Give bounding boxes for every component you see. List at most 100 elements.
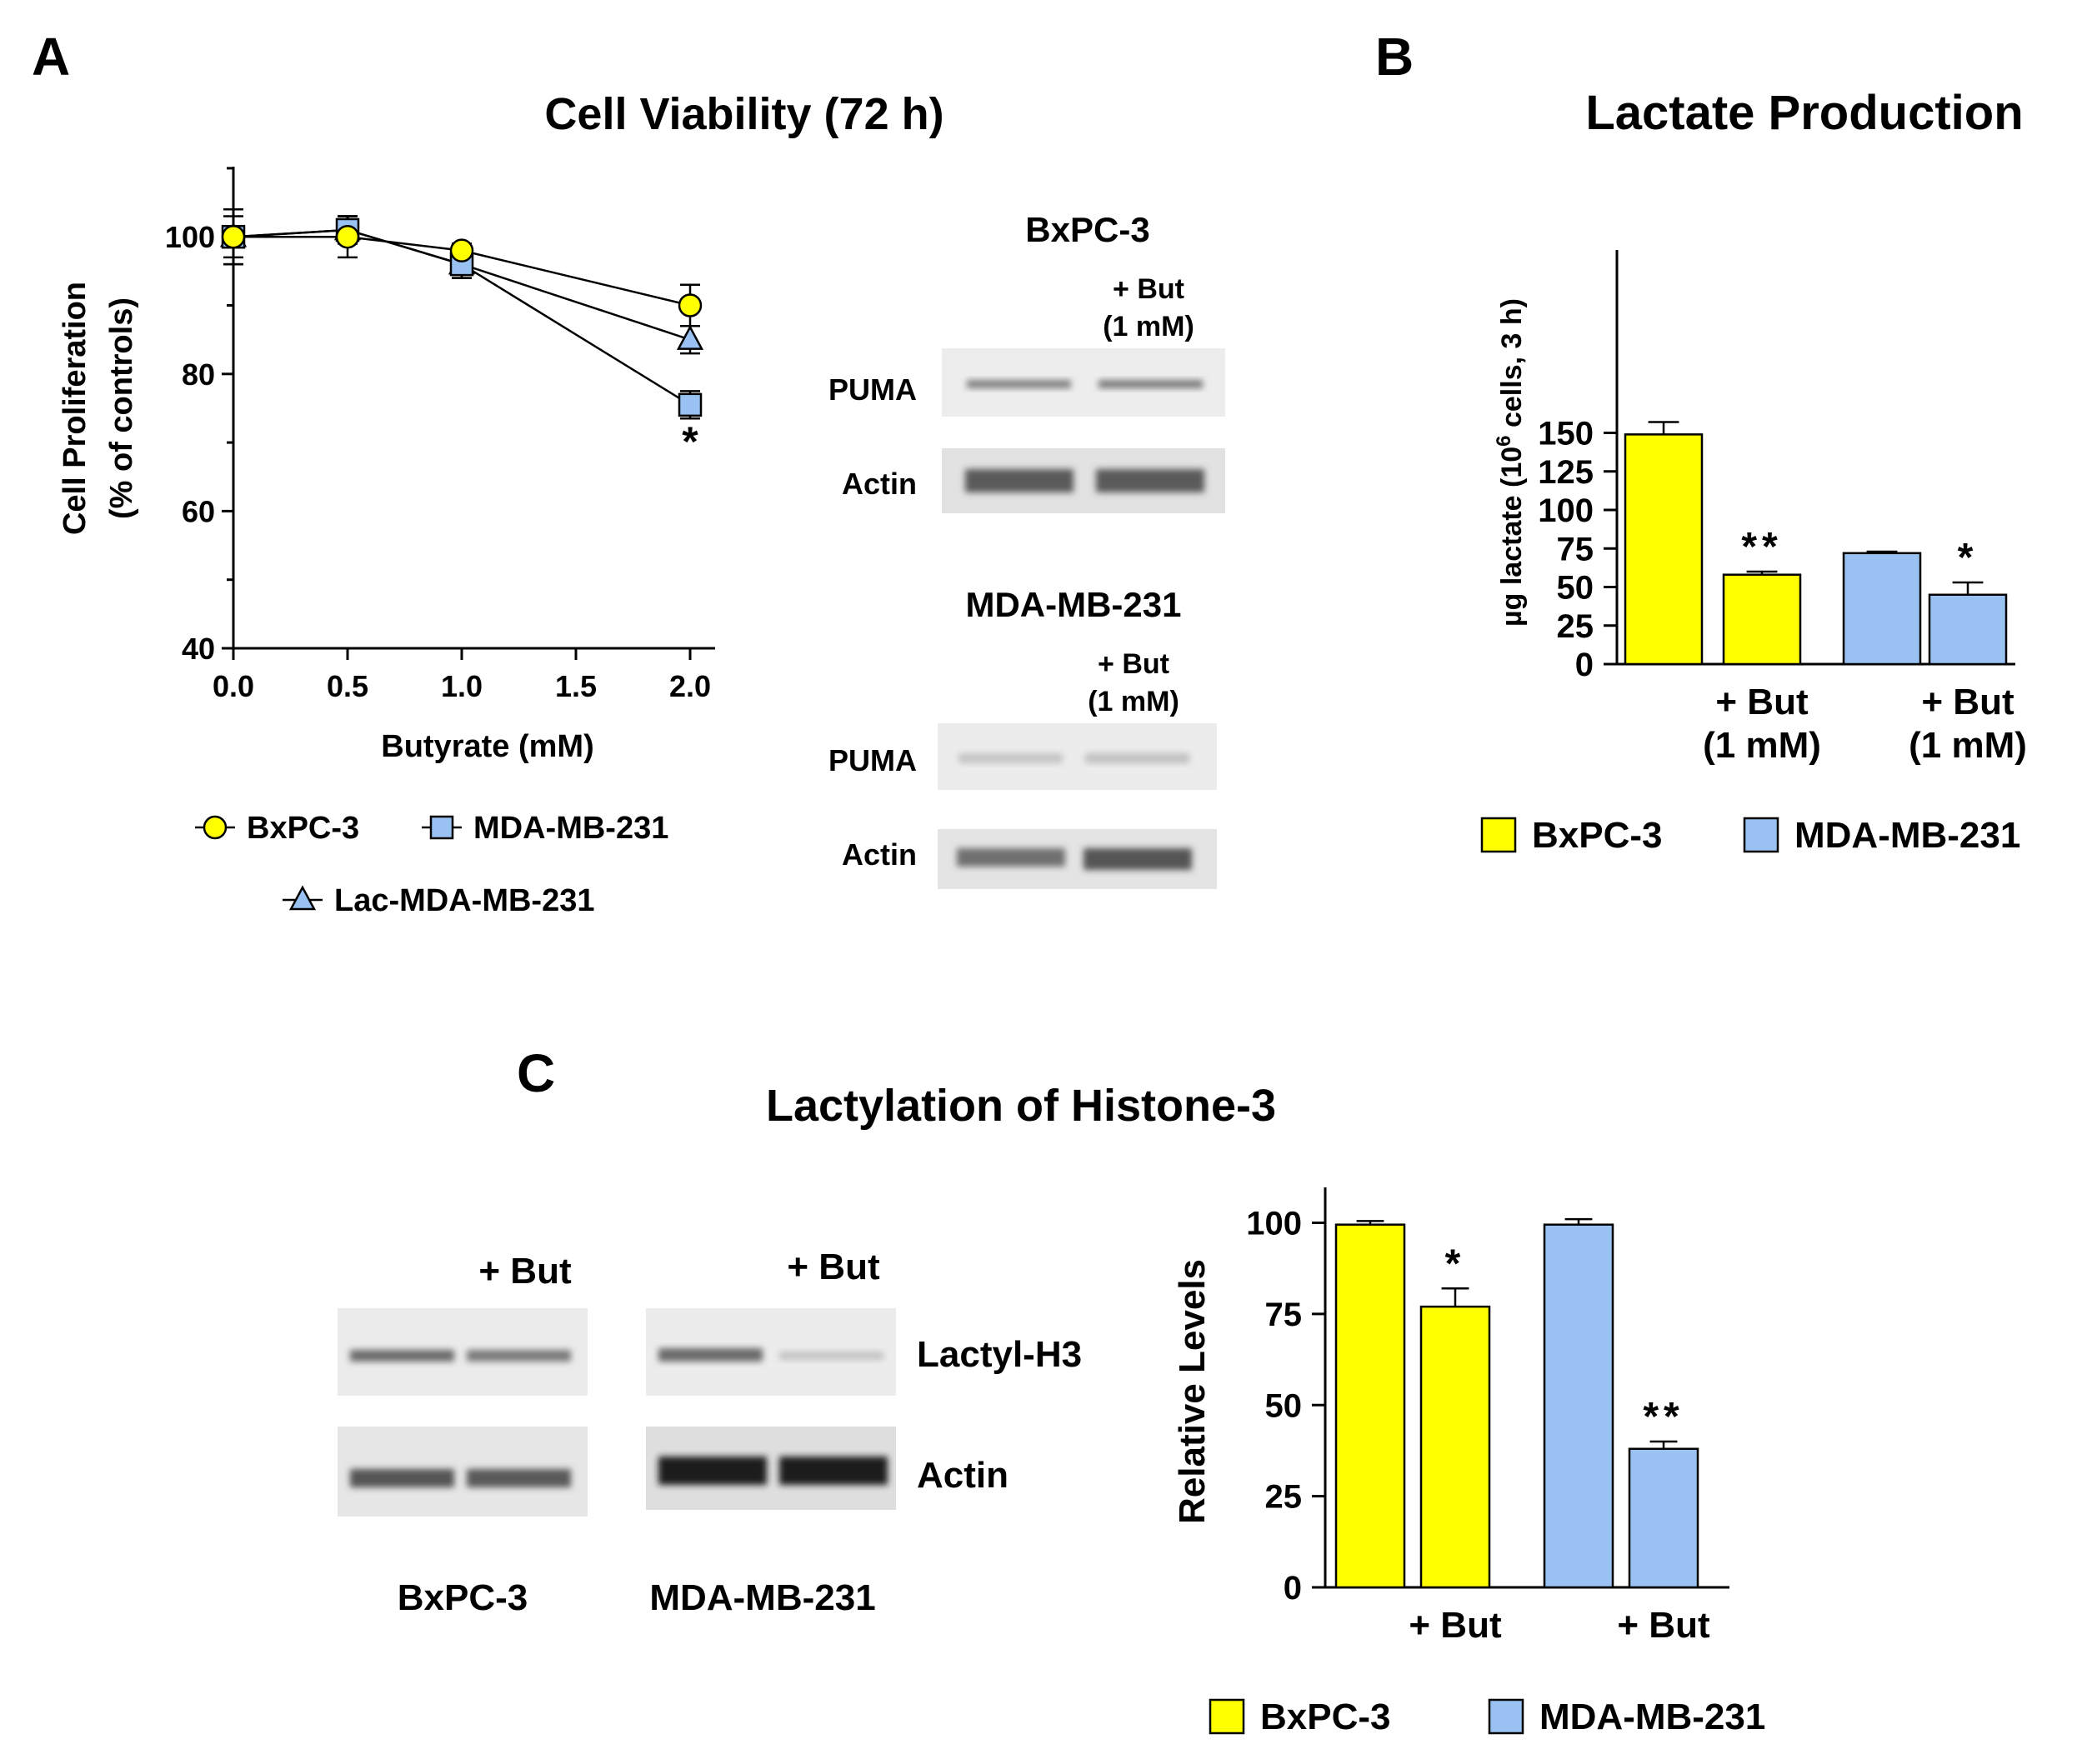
viability-y-tick-label: 60 (182, 494, 215, 528)
lactate-y-tick-label: 150 (1538, 416, 1594, 452)
lactate-bar (1624, 433, 1704, 666)
blot-c-right-lactyl-band-2 (779, 1352, 883, 1360)
viability-legend-label: BxPC-3 (247, 811, 359, 846)
viability-title: Cell Viability (72 h) (544, 89, 943, 139)
viability-chart: Cell Viability (72 h) 0.0 0.5 1.0 1.5 2.0 40 60… (58, 89, 944, 918)
blot-a-top-actin-band-1 (965, 469, 1074, 492)
relative-y-tick-label: 75 (1265, 1297, 1303, 1333)
viability-x-tick-label: 1.0 (441, 669, 483, 703)
viability-point (221, 224, 246, 249)
viability-y-tick-label: 100 (165, 220, 215, 254)
blot-a-bottom-puma-band-1 (958, 753, 1063, 763)
relative-y-tick-label: 50 (1265, 1387, 1303, 1424)
panel-c-title: Lactylation of Histone-3 (766, 1081, 1276, 1131)
blot-c-lane-left: BxPC-3 (398, 1577, 528, 1618)
blot-a-top-row-actin: Actin (842, 467, 917, 501)
viability-y-label-line1: Cell Proliferation (58, 282, 93, 535)
relative-y-tick-label: 25 (1265, 1479, 1303, 1516)
blot-a-bottom-title: MDA-MB-231 (965, 585, 1181, 624)
relative-bar (1543, 1223, 1614, 1589)
lactate-y-tick-label: 0 (1575, 647, 1594, 683)
relative-legend-swatch (1209, 1698, 1245, 1735)
relative-category-label: + But (1409, 1605, 1502, 1646)
blot-c-treat-right: + But (787, 1247, 880, 1287)
relative-legend-swatch (1488, 1698, 1524, 1735)
lactate-legend-swatch (1480, 817, 1517, 853)
lactate-bar (1928, 593, 2008, 666)
relative-y-tick-label: 100 (1246, 1206, 1302, 1242)
lactate-y-tick-label: 125 (1538, 454, 1594, 491)
lactate-title: Lactate Production (1585, 86, 2023, 140)
lactate-y-label-superscript: 6 (1493, 435, 1515, 446)
viability-x-label: Butyrate (mM) (381, 729, 593, 764)
viability-y-tick-label: 80 (182, 357, 215, 392)
blot-c-lane-right: MDA-MB-231 (649, 1577, 875, 1618)
relative-bar (1628, 1447, 1699, 1589)
viability-x-tick-label: 2.0 (669, 669, 711, 703)
relative-legend-label: BxPC-3 (1260, 1697, 1391, 1737)
blot-c-row-lactyl: Lactyl-H3 (917, 1334, 1082, 1375)
blot-a-top-row-puma: PUMA (828, 372, 917, 407)
blot-c-left-actin-band-2 (467, 1469, 571, 1487)
viability-significance: * (682, 418, 698, 465)
blot-a-top-puma-band-1 (967, 380, 1071, 388)
viability-legend-marker (429, 815, 454, 840)
viability-point (335, 224, 360, 249)
lactate-bar (1842, 552, 1922, 666)
blot-a-bottom-row-actin: Actin (842, 837, 917, 872)
viability-legend-label: Lac-MDA-MB-231 (334, 883, 594, 918)
viability-x-tick-label: 0.5 (327, 669, 368, 703)
lactate-y-label-part: cells, 3 h) (1496, 298, 1528, 435)
lactate-legend-swatch (1743, 817, 1779, 853)
blot-a-top-actin-band-2 (1096, 469, 1204, 492)
viability-point (678, 392, 703, 417)
blot-a-bottom-treat-1: + But (1098, 648, 1169, 680)
blot-c-right-lactyl-band-1 (658, 1348, 763, 1362)
lactate-legend-label: MDA-MB-231 (1794, 815, 2020, 856)
relative-y-tick-label: 0 (1284, 1570, 1302, 1607)
blot-a-top-treat-2: (1 mM) (1103, 311, 1194, 342)
blot-a-top-title: BxPC-3 (1025, 210, 1149, 249)
relative-significance: ** (1643, 1395, 1684, 1439)
blot-c-right-actin-band-1 (658, 1457, 767, 1485)
lactate-legend-label: BxPC-3 (1532, 815, 1663, 856)
viability-point (678, 293, 703, 317)
panel-letter-c: C (517, 1043, 555, 1103)
lactate-y-tick-label: 50 (1557, 570, 1594, 607)
lactate-y-label-part: µg lactate (10 (1496, 447, 1528, 627)
viability-series-line (233, 228, 691, 406)
lactate-y-label: µg lactate (106 cells, 3 h) (1493, 298, 1529, 627)
lactate-category-label: (1 mM) (1909, 725, 2027, 766)
viability-legend-label: MDA-MB-231 (473, 811, 668, 846)
blot-c-right-actin-band-2 (779, 1457, 888, 1485)
lactate-y-tick-label: 100 (1538, 492, 1594, 529)
viability-point (449, 238, 474, 262)
blot-a-bottom-actin-band-2 (1084, 848, 1192, 870)
lactate-category-label: (1 mM) (1703, 725, 1821, 766)
lactate-bar (1722, 573, 1802, 666)
viability-point (676, 325, 704, 350)
lactate-y-tick-label: 75 (1557, 531, 1594, 567)
viability-legend-marker (288, 885, 317, 911)
viability-legend-marker (203, 815, 228, 840)
blot-a-top-treat-1: + But (1113, 273, 1184, 305)
blot-a-bottom-treat-2: (1 mM) (1088, 686, 1179, 717)
blot-c-left-lactyl-band-1 (350, 1350, 454, 1362)
relative-category-label: + But (1617, 1605, 1710, 1646)
blot-a-top-puma-band-2 (1099, 380, 1203, 388)
panel-a-blot-bottom: MDA-MB-231 + But (1 mM) PUMA Actin (828, 585, 1217, 889)
relative-y-label: Relative Levels (1172, 1259, 1213, 1524)
panel-a-blot-top: BxPC-3 + But (1 mM) PUMA Actin (828, 210, 1225, 513)
lactate-category-label: + But (1715, 682, 1809, 722)
lactate-y-tick-label: 25 (1557, 608, 1594, 645)
blot-c-row-actin: Actin (917, 1455, 1008, 1496)
lactate-significance: * (1958, 536, 1979, 580)
blot-a-bottom-row-puma: PUMA (828, 743, 917, 777)
blot-c-left-lactyl-band-2 (467, 1350, 571, 1362)
blot-a-bottom-puma-band-2 (1085, 753, 1189, 763)
blot-c-left-actin-band-1 (350, 1469, 454, 1487)
blot-c-treat-left: + But (478, 1251, 572, 1292)
lactate-category-label: + But (1921, 682, 2014, 722)
